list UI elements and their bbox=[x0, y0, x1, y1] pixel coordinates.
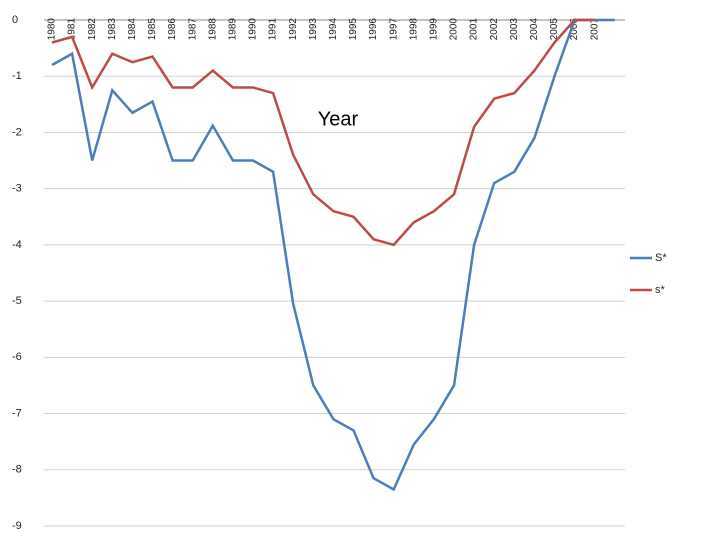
x-tick-label: 1988 bbox=[207, 18, 218, 41]
x-tick-label: 1998 bbox=[408, 18, 419, 41]
x-tick-label: 1993 bbox=[308, 18, 319, 41]
y-tick-label: -2 bbox=[12, 126, 22, 138]
series-line bbox=[51, 18, 615, 492]
y-tick-label: -5 bbox=[12, 295, 22, 307]
y-tick-label: -1 bbox=[12, 70, 22, 82]
x-tick-label: 2006 bbox=[569, 18, 580, 41]
x-tick-label: 2002 bbox=[489, 18, 500, 41]
x-tick-label: 1987 bbox=[187, 18, 198, 41]
legend-label: S* bbox=[655, 252, 667, 264]
x-tick-label: 1984 bbox=[127, 18, 138, 41]
x-tick-label: 1991 bbox=[268, 18, 279, 41]
x-tick-label: 1999 bbox=[429, 18, 440, 41]
y-tick-label: -3 bbox=[12, 183, 22, 195]
x-tick-label: 1986 bbox=[167, 18, 178, 41]
x-tick-label: 1994 bbox=[328, 18, 339, 41]
y-tick-label: -8 bbox=[12, 464, 22, 476]
x-tick-label: 2000 bbox=[449, 18, 460, 41]
legend-label: s* bbox=[655, 284, 666, 296]
x-tick-label: 1995 bbox=[348, 18, 359, 41]
x-tick-label: 2004 bbox=[529, 18, 540, 41]
x-tick-label: 1980 bbox=[47, 18, 58, 41]
x-tick-label: 2005 bbox=[549, 18, 560, 41]
y-tick-label: -7 bbox=[12, 407, 22, 419]
x-tick-label: 1997 bbox=[388, 18, 399, 41]
y-tick-label: 0 bbox=[12, 14, 18, 26]
x-tick-label: 2001 bbox=[469, 18, 480, 41]
x-tick-label: 1982 bbox=[87, 18, 98, 41]
x-axis-label: Year bbox=[318, 108, 359, 130]
x-tick-label: 1992 bbox=[288, 18, 299, 41]
x-tick-label: 1985 bbox=[147, 18, 158, 41]
x-tick-label: 1981 bbox=[67, 18, 78, 41]
y-tick-label: -9 bbox=[12, 520, 22, 532]
x-tick-label: 2003 bbox=[509, 18, 520, 41]
series-line bbox=[51, 18, 595, 247]
y-tick-label: -4 bbox=[12, 239, 22, 251]
x-tick-label: 1996 bbox=[368, 18, 379, 41]
x-tick-label: 1983 bbox=[107, 18, 118, 41]
y-tick-label: -6 bbox=[12, 351, 22, 363]
x-tick-label: 1989 bbox=[228, 18, 239, 41]
x-tick-label: 2007 bbox=[589, 18, 600, 41]
x-tick-label: 1990 bbox=[248, 18, 259, 41]
